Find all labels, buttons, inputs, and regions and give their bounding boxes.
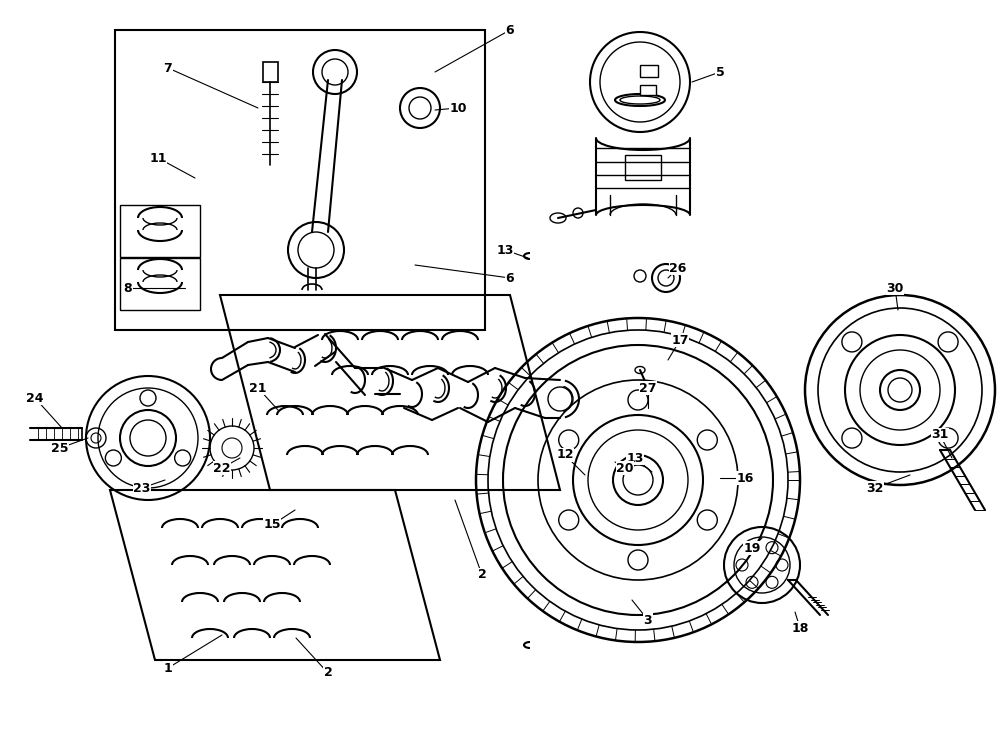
Text: 24: 24 bbox=[26, 392, 44, 404]
Bar bbox=[263, 62, 278, 82]
Text: 25: 25 bbox=[51, 442, 69, 454]
Text: 11: 11 bbox=[149, 151, 167, 165]
Text: 6: 6 bbox=[506, 271, 514, 284]
Text: 31: 31 bbox=[931, 429, 949, 442]
Text: 17: 17 bbox=[671, 333, 689, 346]
Text: 12: 12 bbox=[556, 448, 574, 461]
Text: 10: 10 bbox=[449, 101, 467, 114]
Text: 32: 32 bbox=[866, 482, 884, 494]
Text: 1: 1 bbox=[164, 662, 172, 674]
Text: 7: 7 bbox=[164, 61, 172, 75]
Bar bbox=[120, 205, 200, 257]
Text: 30: 30 bbox=[886, 281, 904, 295]
Text: 2: 2 bbox=[324, 667, 332, 680]
Text: 18: 18 bbox=[791, 621, 809, 634]
Text: 26: 26 bbox=[669, 262, 687, 274]
Text: 15: 15 bbox=[263, 519, 281, 531]
Text: 13: 13 bbox=[496, 243, 514, 256]
Bar bbox=[115, 30, 485, 330]
Text: 3: 3 bbox=[644, 614, 652, 627]
Text: 8: 8 bbox=[124, 281, 132, 295]
Bar bbox=[640, 85, 656, 95]
Text: 20: 20 bbox=[616, 461, 634, 475]
Text: 22: 22 bbox=[213, 461, 231, 475]
Bar bbox=[625, 155, 661, 180]
Text: 6: 6 bbox=[506, 23, 514, 36]
Text: 5: 5 bbox=[716, 66, 724, 79]
Bar bbox=[640, 65, 658, 77]
Bar bbox=[120, 258, 200, 310]
Text: 27: 27 bbox=[639, 382, 657, 395]
Text: 21: 21 bbox=[249, 382, 267, 395]
Text: 19: 19 bbox=[743, 541, 761, 554]
Text: 13: 13 bbox=[626, 451, 644, 464]
Text: 16: 16 bbox=[736, 472, 754, 485]
Text: 2: 2 bbox=[478, 569, 486, 581]
Text: 23: 23 bbox=[133, 482, 151, 494]
